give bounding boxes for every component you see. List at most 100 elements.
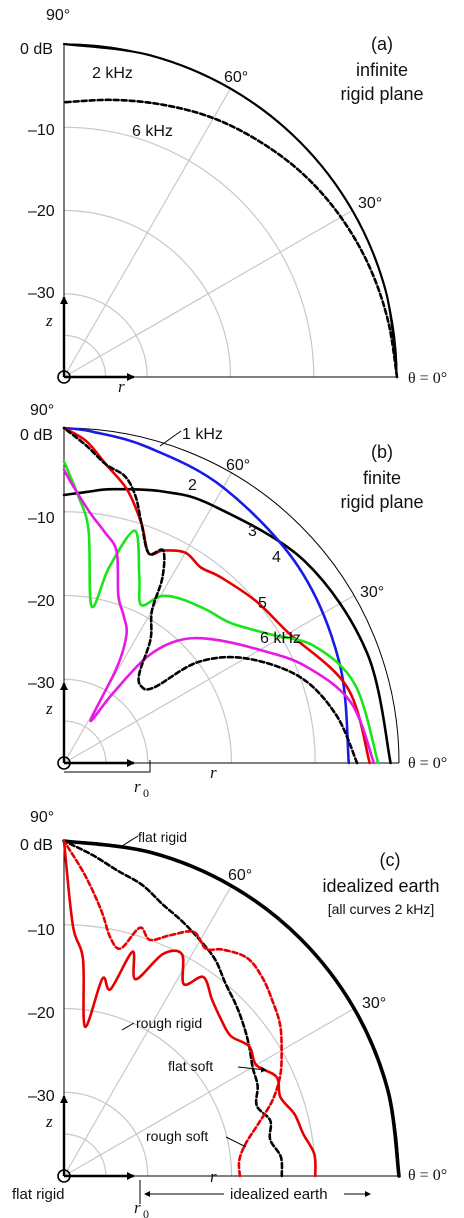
panel-b-annotation-4: 4 [272, 549, 281, 566]
panel-c-annotation-flat-rigid: flat rigid [138, 829, 187, 845]
panel-c-radial-20: –20 [28, 1005, 55, 1022]
panel-b-angle-90: 90° [30, 402, 54, 419]
panel-a-angle-60: 60° [224, 69, 248, 86]
panel-b-annotation-5: 5 [258, 595, 267, 612]
panel-a-radial-20: –20 [28, 203, 55, 220]
panel-c-spoke-60 [63, 885, 233, 1177]
panel-c-radial-10: –10 [28, 922, 55, 939]
panel-c-origin-circle [57, 1169, 71, 1183]
panel-a-label: (a) [371, 34, 393, 54]
panel-b-curve-4 [62, 460, 380, 765]
panel-a-r-label: r [118, 377, 125, 396]
panel-a-ring-20 [63, 209, 232, 378]
panel-a-z-label: z [45, 311, 53, 330]
panel-c-ring-10 [63, 924, 316, 1177]
panel-b-spoke-60 [63, 472, 233, 764]
panel-b-z-label: z [45, 699, 53, 718]
panel-b-ring-30 [63, 678, 149, 764]
panel-c-annotation-rough-rigid: rough rigid [136, 1015, 202, 1031]
panel-b-origin-circle [57, 756, 71, 770]
panel-a-spoke-60 [63, 88, 232, 378]
panel-c-annotation-rough-soft: rough soft [146, 1128, 208, 1144]
panel-a-radial-10: –10 [28, 122, 55, 139]
panel-a-radial-0: 0 dB [20, 41, 53, 58]
panel-b-angle-30: 30° [360, 584, 384, 601]
panel-a-curve-2-khz-inner [63, 43, 398, 378]
panel-b: (b) finite rigid plane 90° 60° 30° θ = 0… [20, 402, 447, 800]
panel-c-radial-30: –30 [28, 1088, 55, 1105]
panel-b-radial-20: –20 [28, 593, 55, 610]
panel-c-ring-30 [63, 1091, 149, 1177]
panel-c-rough-rigid-leader [121, 1022, 135, 1031]
panel-c-curves [62, 839, 401, 1178]
panel-b-r0-bracket [64, 760, 151, 773]
panel-c-ring-20 [63, 1007, 233, 1177]
panel-b-r0-subscript: 0 [143, 786, 149, 800]
panel-c-r0-subscript: 0 [143, 1207, 149, 1218]
panel-c-ring-inner [63, 1133, 107, 1177]
panel-b-curves [62, 426, 392, 765]
panel-b-ring-inner [63, 720, 107, 764]
panel-b-annotation-2: 2 [188, 477, 197, 494]
panel-c-annotation-flat-soft: flat soft [168, 1058, 213, 1074]
panel-c-flat-rigid-leader [121, 835, 139, 847]
panel-b-radial-0: 0 dB [20, 427, 53, 444]
panel-b-r-label: r [210, 763, 217, 782]
panel-a-annotation-2khz: 2 kHz [92, 65, 133, 82]
panel-a-angle-0: θ = 0° [408, 370, 447, 387]
panel-b-r0-label: r [134, 777, 141, 796]
panel-c-flat-soft-leader [237, 1066, 267, 1073]
panel-c-z-label: z [45, 1112, 53, 1131]
panel-a-ring-10 [63, 126, 315, 378]
panel-b-radial-10: –10 [28, 510, 55, 527]
panel-a: (a) infinite rigid plane 90° 60° 30° θ =… [20, 7, 447, 396]
panel-b-angle-0: θ = 0° [408, 755, 447, 772]
panel-b-annotation-1khz: 1 kHz [182, 426, 223, 443]
panel-b-curve-5 [62, 468, 376, 765]
panel-a-title-line-1: infinite [356, 60, 408, 80]
panel-b-curve-1-khz [62, 487, 392, 765]
panel-a-curve-6-khz [62, 98, 399, 379]
panel-b-curve-2 [62, 426, 351, 765]
panel-a-title-line-2: rigid plane [340, 84, 423, 104]
panel-c: (c) idealized earth [all curves 2 kHz] 9… [12, 809, 447, 1218]
panel-a-angle-90: 90° [46, 7, 70, 24]
panel-b-curve-6-khz [62, 426, 359, 765]
panel-b-annotation-6khz: 6 kHz [260, 630, 301, 647]
panel-c-radial-0: 0 dB [20, 837, 53, 854]
panel-b-label: (b) [371, 442, 393, 462]
panel-a-spoke-30 [63, 209, 353, 378]
panel-c-r0-label: r [134, 1198, 141, 1217]
panel-a-angle-30: 30° [358, 195, 382, 212]
panel-b-title-line-1: finite [363, 468, 401, 488]
panel-b-title-line-2: rigid plane [340, 492, 423, 512]
panel-c-angle-60: 60° [228, 867, 252, 884]
panel-b-ring-20 [63, 594, 233, 764]
panel-c-angle-30: 30° [362, 995, 386, 1012]
panel-c-label: (c) [380, 850, 401, 870]
panel-b-grid [57, 427, 400, 770]
panel-b-annotation-3: 3 [248, 523, 257, 540]
panel-b-radial-30: –30 [28, 675, 55, 692]
panel-a-ring-30 [63, 293, 148, 378]
panel-a-curves [62, 42, 399, 379]
panel-a-ring-inner [63, 334, 107, 378]
panel-c-title-line-1: idealized earth [322, 876, 439, 896]
panel-b-1khz-leader [159, 430, 182, 447]
panel-c-rough-soft-leader [225, 1136, 247, 1148]
panel-b-curve-3 [62, 426, 371, 765]
panel-a-origin-circle [57, 370, 71, 384]
panel-c-curve-rough-soft [62, 839, 283, 1178]
panel-a-radial-30: –30 [28, 285, 55, 302]
panel-c-r-label: r [210, 1167, 217, 1186]
panel-b-spoke-30 [63, 594, 355, 764]
panel-c-curve-flat-soft [62, 839, 284, 1178]
panel-c-curve-rough-rigid [62, 839, 317, 1178]
panel-c-curve-flat-rigid [62, 839, 401, 1178]
panel-c-bottom-flat-rigid: flat rigid [12, 1186, 65, 1203]
panel-c-spoke-30 [63, 1007, 355, 1177]
panel-c-bottom-idealized-earth: idealized earth [230, 1186, 328, 1203]
panel-b-outer-arc [63, 427, 400, 764]
panel-b-ring-10 [63, 511, 316, 764]
